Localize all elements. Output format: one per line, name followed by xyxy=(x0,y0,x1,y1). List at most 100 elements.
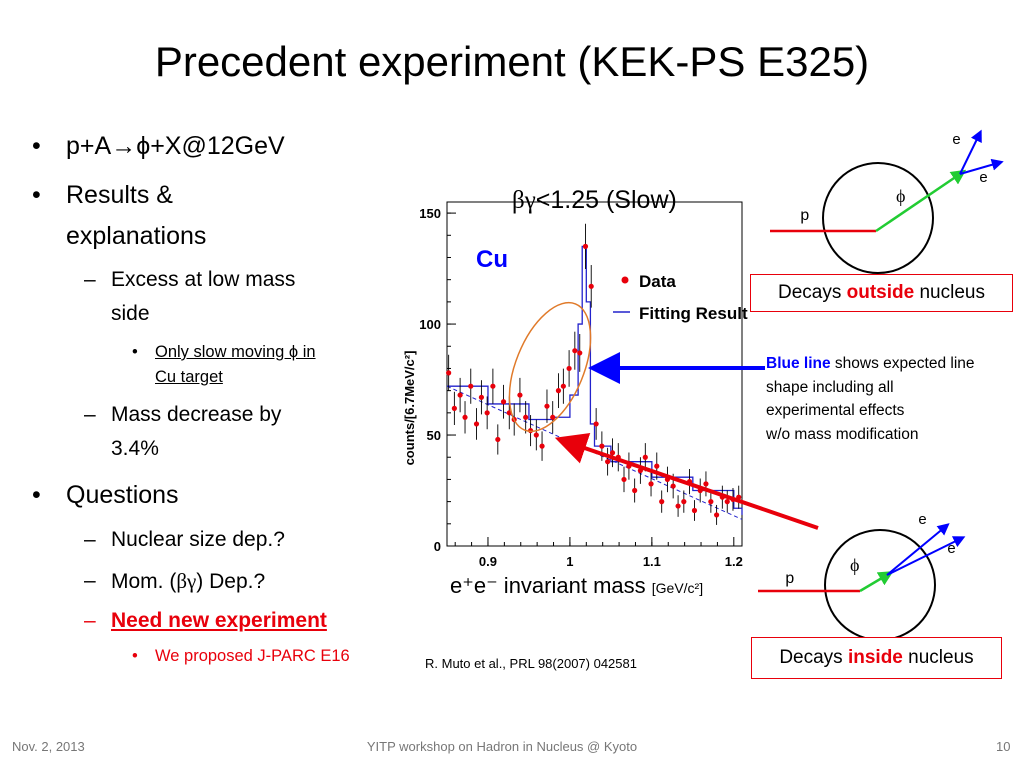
data-point xyxy=(593,421,599,427)
mom-prefix: Mom. ( xyxy=(111,570,177,593)
data-point xyxy=(560,383,566,389)
slide-title: Precedent experiment (KEK-PS E325) xyxy=(154,38,870,85)
excess-line1: Excess at low mass xyxy=(111,268,296,291)
data-point xyxy=(473,421,480,427)
decay-inside-diagram: p ϕ e e xyxy=(758,512,966,641)
electron-track-1 xyxy=(959,129,982,175)
decays-outside-box: Decays outside nucleus xyxy=(750,274,1013,312)
x-tick-label: 1.1 xyxy=(643,554,661,569)
nucleus-circle xyxy=(824,529,936,641)
box-suffix: nucleus xyxy=(914,282,985,303)
excess-highlight-oval xyxy=(508,301,592,433)
fit-curve xyxy=(447,245,743,515)
subsub-proposed: We proposed J-PARC E16 xyxy=(155,647,350,665)
mass-decrease-line2: 3.4% xyxy=(111,437,159,460)
proton-label: p xyxy=(785,570,795,588)
sub-mass-decrease: Mass decrease by 3.4% xyxy=(111,401,281,463)
reaction-prefix: p+A xyxy=(66,132,112,160)
electron-track-1 xyxy=(886,523,950,576)
data-point xyxy=(703,481,709,487)
x-tick-label: 0.9 xyxy=(479,554,497,569)
data-point xyxy=(544,403,550,409)
data-point xyxy=(451,405,457,411)
decay-outside-diagram: p ϕ e e xyxy=(770,129,1004,274)
phi-label: ϕ xyxy=(850,555,859,575)
x-tick-label: 1 xyxy=(566,554,573,569)
sub-need-new-experiment: Need new experiment xyxy=(111,609,327,632)
subsub-only-slow: Only slow moving ϕ in Cu target xyxy=(155,341,316,388)
plot-heading: βγ<1.25 (Slow) xyxy=(512,186,677,215)
data-point xyxy=(691,507,698,514)
note-line2: shape including all xyxy=(766,378,894,396)
bullet-dot: • xyxy=(32,481,41,509)
data-point xyxy=(675,503,681,509)
plot-heading-beta-gamma: βγ xyxy=(512,187,536,214)
data-point xyxy=(621,476,627,483)
footer-page-number: 10 xyxy=(996,739,1011,754)
data-point xyxy=(654,463,660,469)
data-point xyxy=(566,365,572,372)
data-point xyxy=(609,450,616,456)
sub-dash: – xyxy=(84,268,96,291)
data-point xyxy=(659,499,665,505)
data-point xyxy=(605,459,611,465)
sub-mom-dep: Mom. (βγ) Dep.? xyxy=(111,567,265,596)
note-line1-rest: shows expected line xyxy=(830,355,975,372)
data-point xyxy=(632,487,638,494)
data-point xyxy=(495,436,501,443)
sub-dash: – xyxy=(84,528,96,551)
y-tick-label: 50 xyxy=(427,428,441,443)
mom-beta-gamma: βγ xyxy=(176,569,197,593)
fit-step-line xyxy=(447,245,743,515)
data-point xyxy=(588,283,594,289)
bullet-dot: • xyxy=(32,132,41,160)
data-point xyxy=(550,414,556,420)
footer-title: YITP workshop on Hadron in Nucleus @ Kyo… xyxy=(366,739,638,754)
arrow-icon: → xyxy=(111,132,137,160)
footer-date: Nov. 2, 2013 xyxy=(12,739,85,754)
data-point xyxy=(572,348,578,354)
results-line2: explanations xyxy=(66,222,207,250)
blue-line-note: Blue line shows expected line shape incl… xyxy=(766,352,975,446)
data-point xyxy=(478,394,485,400)
bullet-dot: • xyxy=(32,181,41,209)
citation: R. Muto et al., PRL 98(2007) 042581 xyxy=(425,656,637,671)
note-line1: Blue line shows expected line xyxy=(766,352,975,376)
subsub-dot: • xyxy=(132,343,138,361)
note-line3: experimental effects xyxy=(766,402,905,419)
red-pointer-arrow xyxy=(554,433,819,530)
proton-label: p xyxy=(800,207,810,225)
data-point xyxy=(708,499,714,505)
bullet-reaction: p+A→ϕ+X@12GeV xyxy=(66,131,285,162)
excess-line2: side xyxy=(111,302,150,325)
results-line1: Results & xyxy=(66,181,173,209)
subsub-dot: • xyxy=(132,647,138,665)
data-point xyxy=(457,392,463,398)
data-points xyxy=(446,223,742,525)
x-axis-label-unit: [GeV/c²] xyxy=(651,580,704,596)
phi-track xyxy=(875,169,967,233)
electron-track-2 xyxy=(886,536,966,576)
bullet-results: Results & explanations xyxy=(66,180,206,252)
data-point xyxy=(462,414,468,420)
data-point xyxy=(713,512,720,518)
data-point xyxy=(490,383,496,389)
bullet-questions: Questions xyxy=(66,481,179,509)
legend-data-marker xyxy=(621,276,629,284)
electron-label-1: e xyxy=(952,132,961,149)
data-point xyxy=(577,350,583,356)
electron-track-2 xyxy=(959,158,1004,175)
decays-inside-box: Decays inside nucleus xyxy=(751,637,1002,679)
phi-track xyxy=(859,571,894,593)
y-tick-label: 100 xyxy=(419,317,441,332)
sub-nuclear-size: Nuclear size dep.? xyxy=(111,528,285,551)
data-point xyxy=(582,243,589,249)
phi-label: ϕ xyxy=(896,186,905,206)
legend-data-label: Data xyxy=(639,272,676,291)
x-axis-label-main: e⁺e⁻ invariant mass xyxy=(450,573,646,598)
y-axis-label: counts/[6.7MeV/c²] xyxy=(402,351,417,466)
y-tick-label: 150 xyxy=(419,206,441,221)
note-line4: w/o mass modification xyxy=(766,425,919,443)
legend-fit-label: Fitting Result xyxy=(639,304,748,323)
